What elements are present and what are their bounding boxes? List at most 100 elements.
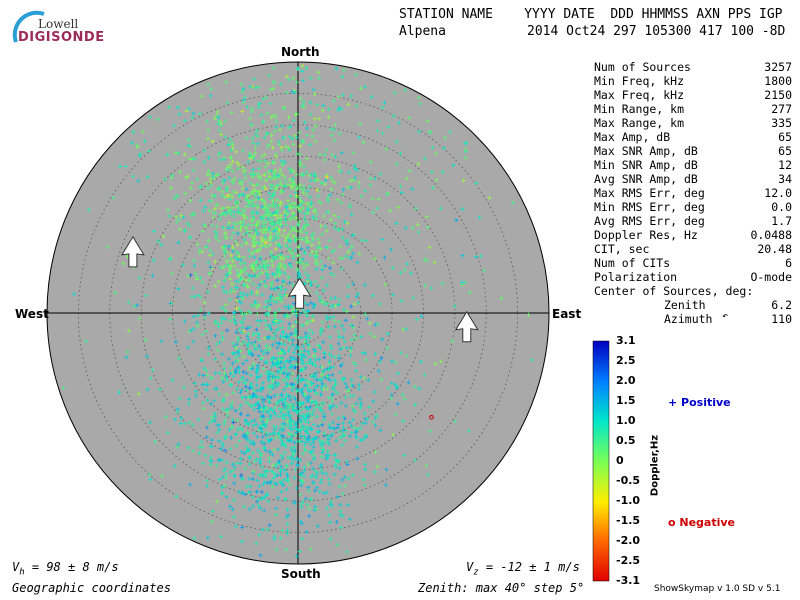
positive-point <box>299 355 304 360</box>
positive-point <box>291 342 295 347</box>
positive-point <box>274 401 279 406</box>
positive-point <box>244 311 249 316</box>
positive-point <box>271 371 276 376</box>
positive-point <box>417 129 422 134</box>
positive-point <box>274 482 279 487</box>
positive-point <box>186 143 191 148</box>
positive-point <box>291 142 296 147</box>
positive-point <box>252 331 257 336</box>
positive-point <box>228 446 233 451</box>
positive-point <box>353 409 358 414</box>
positive-point <box>204 181 209 186</box>
positive-point <box>327 422 332 427</box>
positive-point <box>340 491 345 496</box>
positive-point <box>259 236 264 240</box>
positive-point <box>351 417 355 422</box>
positive-point <box>289 382 294 386</box>
positive-point <box>256 303 261 307</box>
positive-point <box>282 282 287 286</box>
positive-point <box>390 359 394 364</box>
positive-point <box>224 472 229 477</box>
positive-point <box>195 323 200 328</box>
positive-point <box>254 541 259 546</box>
positive-point <box>303 428 308 433</box>
positive-point <box>288 229 293 234</box>
positive-point <box>261 366 266 371</box>
positive-point <box>248 181 253 186</box>
positive-point <box>304 425 308 430</box>
positive-point <box>206 351 211 356</box>
positive-point <box>355 167 359 172</box>
colorbar-tick-label: 0 <box>616 454 624 467</box>
positive-point <box>300 237 305 242</box>
positive-point <box>365 316 370 321</box>
positive-point <box>274 318 279 323</box>
positive-point <box>235 461 240 466</box>
positive-point <box>356 184 361 189</box>
positive-point <box>261 386 266 390</box>
positive-point <box>306 420 311 425</box>
positive-point <box>229 110 234 115</box>
positive-point <box>268 302 273 307</box>
positive-point <box>262 469 267 474</box>
positive-point <box>295 66 300 71</box>
positive-point <box>373 352 378 356</box>
positive-point <box>220 376 225 380</box>
positive-point <box>329 296 334 301</box>
positive-point <box>272 213 277 218</box>
positive-point <box>359 401 364 405</box>
positive-point <box>279 319 284 324</box>
positive-point <box>274 425 279 429</box>
positive-point <box>220 491 225 496</box>
positive-point <box>334 438 339 443</box>
positive-point <box>286 513 291 518</box>
positive-point <box>129 140 134 145</box>
positive-point <box>223 119 228 124</box>
positive-point <box>252 154 256 159</box>
positive-point <box>293 422 298 426</box>
positive-point <box>284 463 289 468</box>
positive-point <box>239 300 244 305</box>
positive-point <box>254 489 259 494</box>
positive-point <box>258 459 263 464</box>
positive-point <box>245 430 250 435</box>
positive-point <box>262 263 267 268</box>
positive-point <box>310 361 315 366</box>
positive-point <box>304 66 309 71</box>
positive-point <box>325 197 330 202</box>
positive-point <box>424 258 429 263</box>
positive-point <box>278 261 283 266</box>
positive-point <box>341 68 346 72</box>
positive-point <box>389 381 394 386</box>
positive-point <box>349 94 354 98</box>
positive-point <box>234 199 238 204</box>
positive-point <box>175 406 180 411</box>
positive-point <box>232 317 237 322</box>
positive-point <box>464 140 469 145</box>
positive-point <box>343 483 348 488</box>
positive-point <box>131 174 135 179</box>
positive-point <box>317 294 322 299</box>
positive-point <box>307 359 312 364</box>
positive-point <box>317 438 322 443</box>
positive-point <box>431 185 436 190</box>
positive-point <box>335 494 340 499</box>
positive-point <box>256 219 261 224</box>
positive-point <box>331 420 335 425</box>
positive-point <box>317 489 322 494</box>
positive-point <box>247 279 252 283</box>
positive-point <box>311 214 316 219</box>
positive-point <box>264 492 269 497</box>
positive-point <box>206 311 211 316</box>
positive-point <box>252 389 257 394</box>
center-title: Center of Sources, deg: <box>594 284 754 298</box>
positive-point <box>255 434 260 439</box>
positive-point <box>118 164 122 169</box>
positive-point <box>301 344 306 349</box>
positive-point <box>245 293 250 298</box>
positive-point <box>227 220 232 225</box>
positive-point <box>261 440 265 445</box>
positive-point <box>313 261 318 266</box>
positive-point <box>286 376 291 381</box>
positive-point <box>267 307 272 312</box>
